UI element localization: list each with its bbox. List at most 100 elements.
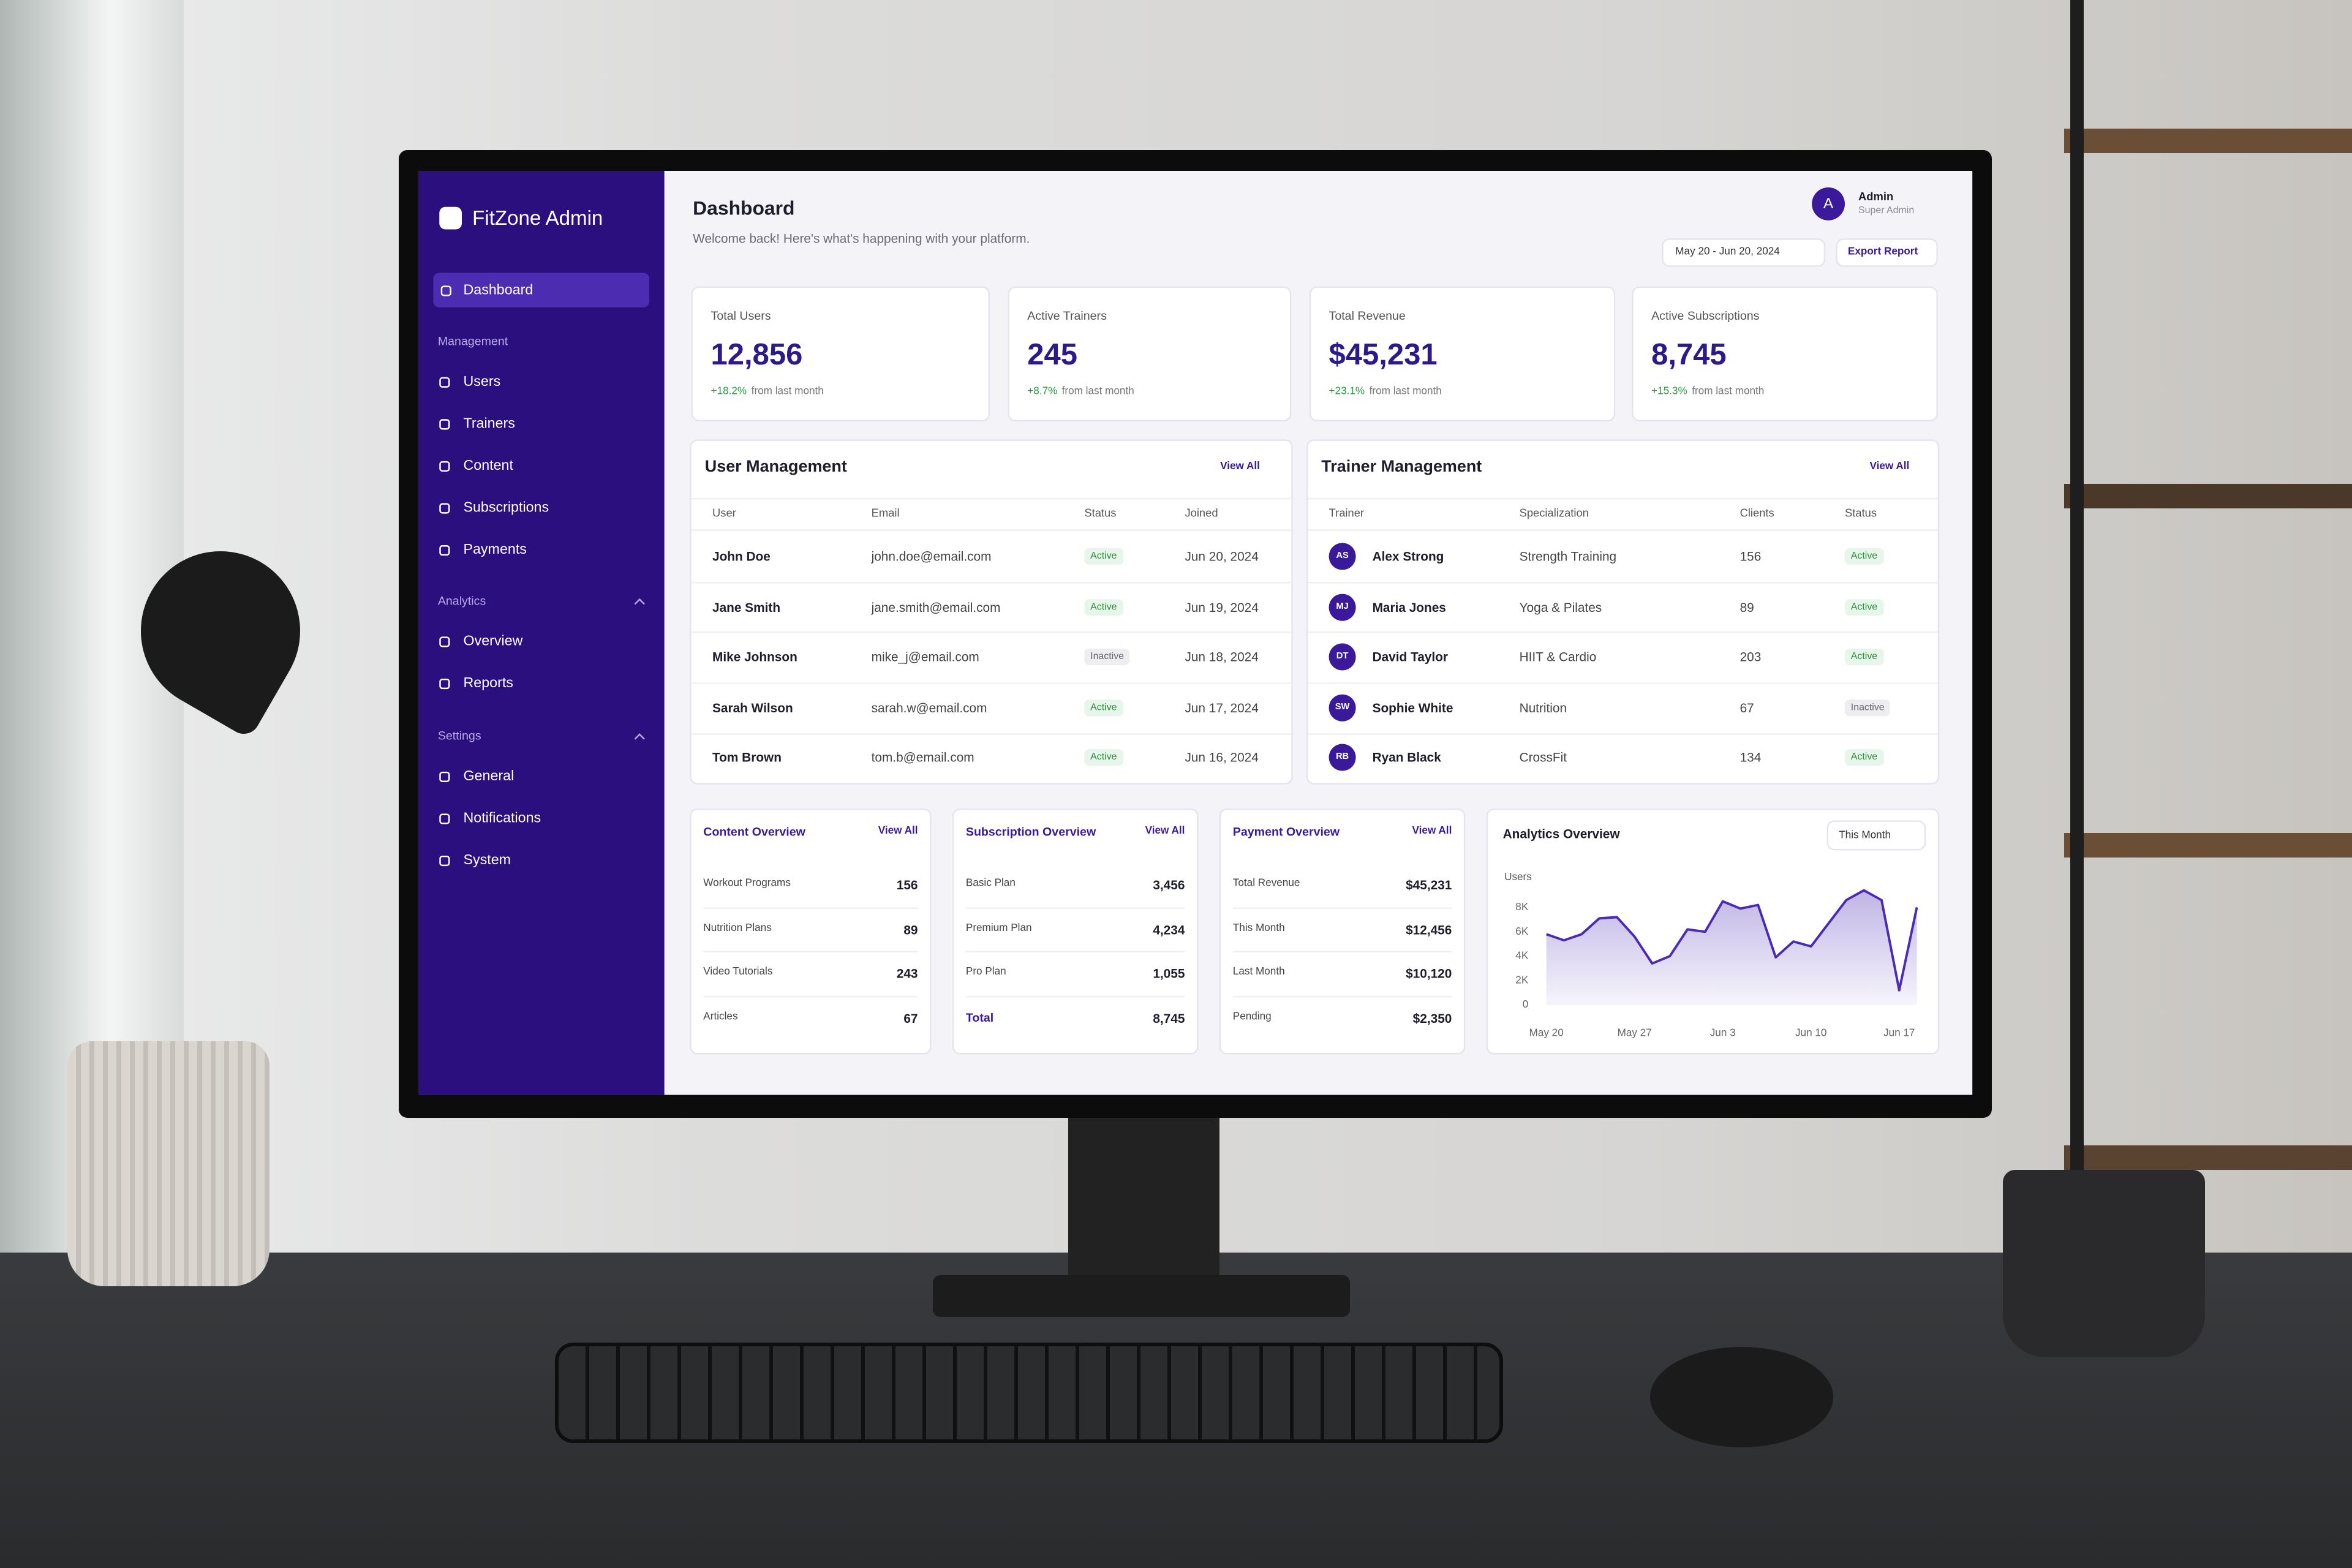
screen: FitZone Admin Dashboard Management Users Tra… xyxy=(418,171,1973,1095)
nav-item[interactable]: Reports xyxy=(463,675,513,692)
user-name: Tom Brown xyxy=(712,750,782,766)
stat-note: from last month xyxy=(1061,386,1134,398)
area xyxy=(1546,890,1917,1005)
view-all-link[interactable]: View All xyxy=(1869,461,1910,472)
status-badge: Inactive xyxy=(1084,649,1130,666)
user-management-card: User Management View All User Email Status Jo… xyxy=(690,439,1293,785)
clients: 134 xyxy=(1740,750,1762,766)
overview-value: 156 xyxy=(896,877,918,892)
nav-item[interactable]: Overview xyxy=(463,633,523,650)
shelf-board xyxy=(2064,833,2352,858)
y-tick-label: 8K xyxy=(1515,900,1529,913)
row-divider xyxy=(1308,682,1938,684)
export-button[interactable]: Export Report xyxy=(1836,238,1938,267)
monitor-base xyxy=(933,1275,1350,1317)
nav-icon xyxy=(439,419,450,430)
x-tick-label: May 27 xyxy=(1618,1027,1652,1039)
nav-item[interactable]: Notifications xyxy=(463,810,541,827)
nav-icon xyxy=(439,377,450,388)
analytics-card: Analytics Overview This Month Users 0 2K 4K 6K… xyxy=(1486,808,1940,1055)
stat-value: 8,745 xyxy=(1651,339,1727,372)
trainer-avatar: MJ xyxy=(1329,593,1356,620)
stat-label: Active Trainers xyxy=(1027,309,1107,323)
row-divider xyxy=(1308,733,1938,734)
joined-date: Jun 20, 2024 xyxy=(1185,548,1259,564)
page-subtitle: Welcome back! Here's what's happening wi… xyxy=(693,230,1030,246)
nav-icon xyxy=(439,813,450,824)
chevron xyxy=(634,733,645,744)
nav-icon xyxy=(439,771,450,782)
nav-item[interactable]: Dashboard xyxy=(463,281,533,298)
y-tick-label: 6K xyxy=(1515,925,1529,937)
row-divider xyxy=(691,581,1292,583)
overview-label: Basic Plan xyxy=(965,878,1016,889)
joined-date: Jun 18, 2024 xyxy=(1185,649,1259,665)
row-divider xyxy=(1308,631,1938,634)
shelf-board xyxy=(2064,484,2352,508)
column-header: Trainer xyxy=(1329,506,1365,520)
x-tick-label: May 20 xyxy=(1529,1027,1564,1039)
overview-label: This Month xyxy=(1232,922,1285,933)
row-divider xyxy=(1232,907,1452,909)
view-all-link[interactable]: View All xyxy=(1220,461,1260,472)
filter-dropdown[interactable]: This Month xyxy=(1826,820,1926,851)
overview-label: Pro Plan xyxy=(965,967,1006,978)
nav-section-label: Analytics xyxy=(437,594,486,608)
view-all-link[interactable]: View All xyxy=(1412,826,1452,837)
nav-item[interactable]: Content xyxy=(463,458,513,475)
stat-change: +18.2% xyxy=(710,386,747,398)
stat-value: 12,856 xyxy=(710,339,803,372)
monitor-stand xyxy=(1068,1102,1219,1280)
view-all-link[interactable]: View All xyxy=(1145,826,1185,837)
stat-note: from last month xyxy=(1369,386,1442,398)
user-email: sarah.w@email.com xyxy=(871,699,987,715)
line-chart: Users 0 2K 4K 6K 8K May 20 May 27 Jun 3 Jun 10 Jun… xyxy=(1504,870,1918,1039)
shelf-post xyxy=(2070,0,2084,1253)
status-badge: Active xyxy=(1844,750,1883,766)
sidebar: FitZone Admin Dashboard Management Users Tra… xyxy=(418,171,665,1095)
nav-icon xyxy=(439,545,450,556)
row-divider xyxy=(691,682,1292,684)
column-header: Joined xyxy=(1185,506,1218,520)
row-divider xyxy=(703,995,918,997)
trainer-avatar: DT xyxy=(1329,643,1356,671)
row-divider xyxy=(1308,581,1938,583)
nav-icon xyxy=(439,461,450,472)
nav-item[interactable]: Users xyxy=(463,374,501,391)
date-range-button[interactable]: May 20 - Jun 20, 2024 xyxy=(1662,238,1826,267)
chart-title: Analytics Overview xyxy=(1502,826,1620,842)
user-email: mike_j@email.com xyxy=(871,649,979,665)
status-badge: Active xyxy=(1084,750,1123,766)
nav-item[interactable]: Trainers xyxy=(463,415,515,432)
nav-item[interactable]: System xyxy=(463,852,511,869)
user-email: john.doe@email.com xyxy=(871,548,992,564)
brand-name: FitZone Admin xyxy=(472,206,603,230)
stat-change: +23.1% xyxy=(1329,386,1365,398)
trainer-management-card: Trainer Management View All Trainer Special… xyxy=(1306,439,1940,785)
nav-item[interactable]: General xyxy=(463,768,514,785)
clients: 89 xyxy=(1740,599,1754,614)
user-name: Jane Smith xyxy=(712,599,781,614)
user-name: Sarah Wilson xyxy=(712,699,793,715)
specialization: HIIT & Cardio xyxy=(1519,649,1597,665)
row-divider xyxy=(1232,951,1452,953)
column-header: Clients xyxy=(1740,506,1774,520)
y-tick-label: 0 xyxy=(1523,998,1529,1010)
shelf-board xyxy=(2064,1145,2352,1170)
stat-value: 245 xyxy=(1027,339,1078,372)
column-header: User xyxy=(712,506,736,520)
nav-item[interactable]: Subscriptions xyxy=(463,500,549,517)
trainer-name: Ryan Black xyxy=(1372,750,1441,766)
overview-value: 3,456 xyxy=(1153,877,1185,892)
view-all-link[interactable]: View All xyxy=(878,826,918,837)
nav-section-label: Settings xyxy=(437,729,481,743)
table-header-bg xyxy=(691,497,1292,531)
nav-item[interactable]: Payments xyxy=(463,541,527,559)
trainer-name: Maria Jones xyxy=(1372,599,1446,614)
line xyxy=(1546,889,1918,992)
overview-value: 89 xyxy=(903,921,918,937)
specialization: CrossFit xyxy=(1519,750,1567,766)
avatar[interactable]: A xyxy=(1812,187,1845,221)
overview-card: Subscription Overview View All Basic Plan 3… xyxy=(952,808,1199,1055)
trainer-avatar: SW xyxy=(1329,694,1356,722)
